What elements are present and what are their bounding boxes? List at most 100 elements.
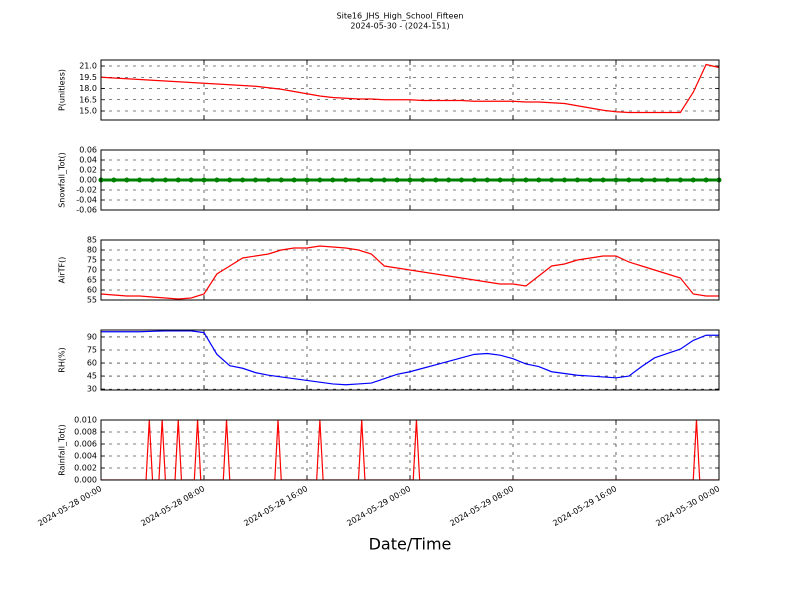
y-axis-label: Snowfall_Tot() (58, 152, 67, 208)
marker (471, 177, 477, 183)
y-tick-label: 0.00 (79, 176, 97, 185)
marker (665, 177, 670, 183)
plot-frame (100, 149, 720, 211)
y-tick-label: 0.04 (79, 156, 97, 165)
y-tick-label: 0.06 (79, 146, 97, 155)
marker (214, 177, 220, 183)
marker (613, 177, 619, 183)
marker (240, 177, 246, 183)
y-tick-label: 0.006 (74, 440, 97, 449)
y-axis-label: AirTF() (58, 257, 67, 284)
y-tick-label: -0.06 (76, 206, 97, 215)
marker (162, 177, 168, 183)
series-line (101, 420, 719, 480)
marker (137, 177, 143, 183)
marker (497, 177, 503, 183)
y-tick-label: 0.000 (74, 476, 97, 485)
marker (111, 177, 117, 183)
x-tick-label: 2024-05-28 16:00 (242, 484, 309, 528)
y-tick-label: 65 (87, 276, 97, 285)
marker (253, 177, 258, 183)
x-axis-label: Date/Time (369, 535, 452, 554)
x-tick-label: 2024-05-29 08:00 (448, 484, 515, 528)
y-tick-label: 21.0 (79, 62, 97, 71)
marker (433, 177, 439, 183)
marker (291, 177, 297, 183)
y-tick-label: 45 (87, 372, 97, 381)
x-tick-label: 2024-05-29 00:00 (345, 484, 412, 528)
chart-title: Site16_JHS_High_School_Fifteen (337, 12, 464, 21)
marker (304, 177, 310, 183)
y-tick-label: 0.002 (74, 464, 97, 473)
marker (652, 177, 658, 183)
marker (690, 177, 696, 183)
y-tick-label: 85 (87, 236, 97, 245)
y-tick-label: 75 (87, 256, 97, 265)
y-tick-label: 75 (87, 346, 97, 355)
marker (227, 177, 233, 183)
marker (368, 177, 374, 183)
plot-frame (100, 59, 720, 121)
marker (446, 177, 452, 183)
y-tick-label: 18.0 (79, 84, 97, 93)
y-tick-label: 70 (87, 266, 97, 275)
marker (407, 177, 413, 183)
marker (343, 177, 349, 183)
marker (587, 177, 593, 183)
y-tick-label: -0.02 (76, 186, 97, 195)
marker (600, 177, 606, 183)
marker (188, 177, 194, 183)
y-tick-label: 0.02 (79, 166, 97, 175)
marker (536, 177, 542, 183)
plot-frame (100, 329, 720, 391)
x-tick-label: 2024-05-28 00:00 (36, 484, 103, 528)
marker (574, 177, 580, 183)
y-tick-label: 0.004 (74, 452, 97, 461)
y-tick-label: 55 (87, 296, 97, 305)
marker (201, 177, 207, 183)
y-tick-label: 60 (87, 286, 97, 295)
y-tick-label: 0.010 (74, 416, 97, 425)
marker (677, 177, 683, 183)
marker (278, 177, 284, 183)
marker (459, 177, 464, 183)
y-tick-label: 80 (87, 246, 97, 255)
marker (549, 177, 555, 183)
series-line (101, 63, 719, 114)
marker (317, 177, 323, 183)
series-line (101, 330, 719, 386)
marker (562, 177, 567, 183)
y-tick-label: 30 (87, 385, 97, 394)
y-tick-label: 60 (87, 359, 97, 368)
y-tick-label: 15.0 (79, 107, 97, 116)
marker (639, 177, 645, 183)
marker (124, 177, 130, 183)
x-tick-label: 2024-05-28 08:00 (139, 484, 206, 528)
marker (523, 177, 529, 183)
chart-subtitle: 2024-05-30 - (2024-151) (350, 22, 449, 31)
plot-frame (100, 239, 720, 301)
marker (356, 177, 361, 183)
marker (394, 177, 400, 183)
x-tick-label: 2024-05-30 00:00 (654, 484, 721, 528)
y-axis-label: P(unitless) (58, 69, 67, 111)
x-tick-label: 2024-05-29 16:00 (551, 484, 618, 528)
y-tick-label: 16.5 (79, 95, 97, 104)
y-tick-label: 19.5 (79, 73, 97, 82)
marker (175, 177, 181, 183)
y-tick-label: 0.008 (74, 428, 97, 437)
marker (484, 177, 490, 183)
marker (420, 177, 426, 183)
marker (330, 177, 336, 183)
marker (626, 177, 632, 183)
marker (510, 177, 516, 183)
series-line (101, 245, 719, 300)
y-tick-label: 90 (87, 332, 97, 341)
marker (150, 177, 155, 183)
y-axis-label: RH(%) (58, 347, 67, 372)
plot-frame (100, 419, 720, 481)
y-tick-label: -0.04 (76, 196, 97, 205)
marker (703, 177, 709, 183)
